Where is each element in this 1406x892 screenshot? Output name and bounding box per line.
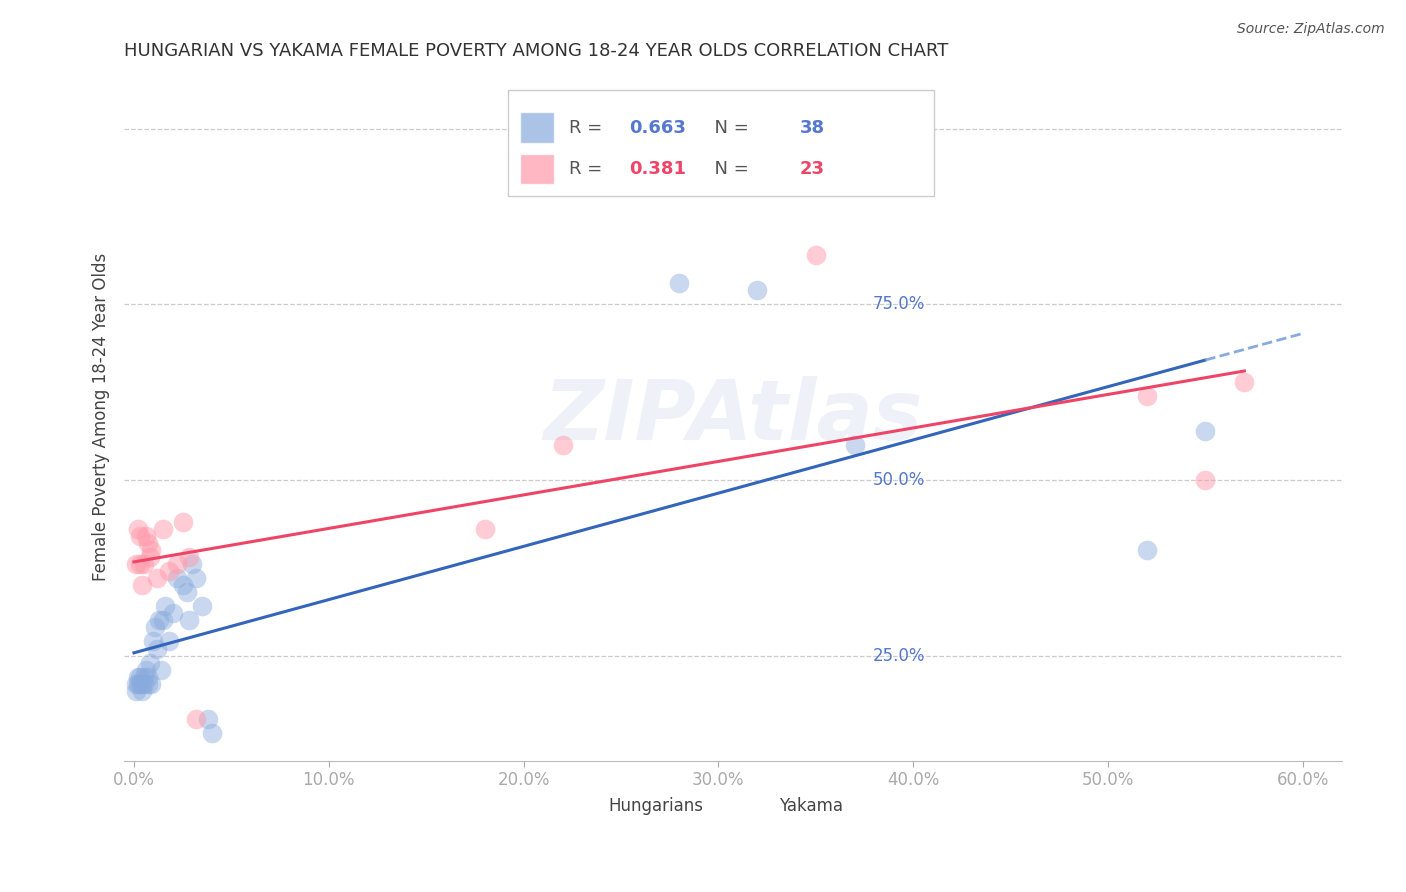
Point <box>1194 424 1216 438</box>
Point <box>125 558 148 572</box>
Text: N =: N = <box>703 160 754 178</box>
Point <box>1136 388 1159 402</box>
Point <box>172 515 194 529</box>
Point <box>128 529 150 543</box>
Point <box>157 564 180 578</box>
FancyBboxPatch shape <box>508 89 934 196</box>
Point <box>150 663 173 677</box>
FancyBboxPatch shape <box>733 792 768 820</box>
Point <box>844 438 866 452</box>
Point <box>191 599 214 614</box>
Y-axis label: Female Poverty Among 18-24 Year Olds: Female Poverty Among 18-24 Year Olds <box>93 252 110 581</box>
Point <box>132 558 155 572</box>
Point <box>157 634 180 648</box>
Point <box>1194 473 1216 487</box>
Text: Hungarians: Hungarians <box>609 797 704 814</box>
FancyBboxPatch shape <box>562 792 596 820</box>
Point <box>136 676 159 690</box>
Point <box>127 676 149 690</box>
Text: R =: R = <box>568 119 607 136</box>
Point <box>125 683 148 698</box>
Text: HUNGARIAN VS YAKAMA FEMALE POVERTY AMONG 18-24 YEAR OLDS CORRELATION CHART: HUNGARIAN VS YAKAMA FEMALE POVERTY AMONG… <box>124 42 949 60</box>
Point <box>131 683 153 698</box>
Point <box>177 614 200 628</box>
Point <box>804 248 827 262</box>
Point <box>747 283 769 297</box>
Point <box>128 558 150 572</box>
Point <box>152 522 174 536</box>
Point <box>172 578 194 592</box>
Point <box>145 620 167 634</box>
Text: N =: N = <box>703 119 754 136</box>
Point <box>176 585 198 599</box>
Point <box>132 676 155 690</box>
Point <box>166 571 188 585</box>
Text: 0.663: 0.663 <box>630 119 686 136</box>
Point <box>132 670 155 684</box>
Point <box>136 536 159 550</box>
Point <box>153 599 176 614</box>
Text: 23: 23 <box>800 160 825 178</box>
Point <box>148 614 170 628</box>
Point <box>162 607 184 621</box>
Point <box>136 670 159 684</box>
Point <box>128 676 150 690</box>
Point <box>1233 375 1256 389</box>
Point <box>1136 543 1159 558</box>
Point <box>146 641 169 656</box>
Point <box>135 663 157 677</box>
Point <box>177 550 200 565</box>
Text: 100.0%: 100.0% <box>873 120 936 137</box>
Point <box>142 634 165 648</box>
Point <box>201 726 224 740</box>
Point <box>197 712 219 726</box>
FancyBboxPatch shape <box>520 112 554 143</box>
Point <box>668 276 690 290</box>
Text: 75.0%: 75.0% <box>873 295 925 313</box>
Point <box>131 676 153 690</box>
FancyBboxPatch shape <box>520 153 554 184</box>
Text: 38: 38 <box>800 119 825 136</box>
Point <box>166 558 188 572</box>
Text: 25.0%: 25.0% <box>873 647 925 665</box>
Point <box>551 438 574 452</box>
Point <box>181 558 204 572</box>
Point <box>127 522 149 536</box>
Point <box>152 614 174 628</box>
Text: ZIPAtlas: ZIPAtlas <box>543 376 922 458</box>
Point <box>128 670 150 684</box>
Point <box>131 578 153 592</box>
Point <box>186 571 208 585</box>
Point <box>141 676 163 690</box>
Text: 0.381: 0.381 <box>630 160 686 178</box>
Text: Yakama: Yakama <box>779 797 844 814</box>
Point <box>127 670 149 684</box>
Point <box>125 676 148 690</box>
Point <box>141 543 163 558</box>
Point <box>138 550 160 565</box>
Text: Source: ZipAtlas.com: Source: ZipAtlas.com <box>1237 22 1385 37</box>
Point <box>474 522 496 536</box>
Text: R =: R = <box>568 160 607 178</box>
Point <box>135 529 157 543</box>
Point <box>138 656 160 670</box>
Point <box>186 712 208 726</box>
Point <box>146 571 169 585</box>
Text: 50.0%: 50.0% <box>873 471 925 489</box>
